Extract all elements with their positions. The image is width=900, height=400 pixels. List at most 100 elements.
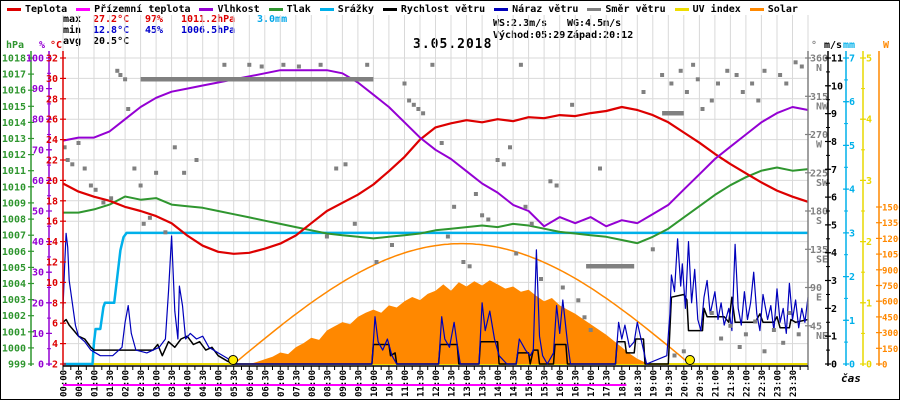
daily-stats: max 27.2°C 97% 1011.2hPa 3.0mm min 12.8°C 45% 1… <box>63 14 287 47</box>
svg-text:09:00: 09:00 <box>339 370 349 397</box>
min-temp: 12.8°C <box>93 25 130 36</box>
svg-text:1005: 1005 <box>2 263 26 274</box>
legend-swatch <box>199 7 214 11</box>
svg-text:26: 26 <box>46 115 58 126</box>
svg-text:16: 16 <box>46 217 58 228</box>
sun-markers <box>228 355 695 365</box>
svg-text:20:30: 20:30 <box>696 370 706 397</box>
svg-text:150: 150 <box>882 345 898 355</box>
svg-text:02:30: 02:30 <box>137 370 147 397</box>
svg-text:12:30: 12:30 <box>448 370 458 397</box>
chart-title: 3.05.2018 <box>413 37 493 52</box>
svg-text:225: 225 <box>810 168 828 179</box>
svg-text:04:30: 04:30 <box>199 370 209 397</box>
svg-text:6: 6 <box>849 97 855 108</box>
svg-text:19:30: 19:30 <box>665 370 675 397</box>
svg-text:22:00: 22:00 <box>742 370 752 397</box>
svg-text:14:30: 14:30 <box>510 370 520 397</box>
svg-text:06:30: 06:30 <box>261 370 271 397</box>
svg-text:10: 10 <box>831 81 843 92</box>
svg-text:16:30: 16:30 <box>572 370 582 397</box>
legend-swatch <box>319 7 334 11</box>
svg-text:11:30: 11:30 <box>417 370 427 397</box>
svg-text:32: 32 <box>46 54 58 65</box>
legend-label: Solar <box>767 3 798 15</box>
svg-text:10:00: 10:00 <box>370 370 380 397</box>
svg-text:23:00: 23:00 <box>774 370 784 397</box>
svg-text:N: N <box>816 63 822 74</box>
svg-text:17:30: 17:30 <box>603 370 613 397</box>
svg-text:19:00: 19:00 <box>649 370 659 397</box>
svg-text:12: 12 <box>46 258 58 269</box>
svg-text:900: 900 <box>882 266 898 276</box>
wind-speed-stat: WS:2.3m/s <box>493 18 548 29</box>
svg-text:08:00: 08:00 <box>308 370 318 397</box>
legend-label: Směr větru <box>605 3 666 15</box>
svg-text:20:00: 20:00 <box>680 370 690 397</box>
svg-text:0: 0 <box>831 360 837 371</box>
pressure-axis: hPa 1018 1017 1016 1015 1014 1013 1012 1011 1010 1… <box>2 40 34 371</box>
max-label: max <box>63 14 82 25</box>
svg-text:30: 30 <box>32 268 44 279</box>
legend-swatch <box>268 7 283 11</box>
svg-text:3: 3 <box>831 276 837 287</box>
svg-text:360: 360 <box>810 54 828 65</box>
svg-text:mm: mm <box>843 40 855 51</box>
svg-text:2: 2 <box>831 304 837 315</box>
svg-text:5: 5 <box>866 54 872 65</box>
min-label: min <box>63 25 82 36</box>
svg-text:SW: SW <box>816 178 829 189</box>
uv-axis: 5 4 3 2 1 0 <box>860 51 872 371</box>
svg-text:3: 3 <box>849 228 855 239</box>
svg-text:02:00: 02:00 <box>122 370 132 397</box>
svg-text:1008: 1008 <box>2 215 26 226</box>
sunrise-stat: Východ:05:29 <box>493 30 566 41</box>
stats-max-row: max 27.2°C 97% 1011.2hPa 3.0mm <box>63 14 287 25</box>
legend-item-7: Směr větru <box>587 3 666 15</box>
svg-text:13:30: 13:30 <box>479 370 489 397</box>
svg-text:1011: 1011 <box>2 166 26 177</box>
series-solar <box>249 280 653 364</box>
svg-text:5: 5 <box>849 141 855 152</box>
svg-text:300: 300 <box>882 329 898 339</box>
wind-stats-row: WS:2.3m/s WG:4.5m/s <box>493 18 633 30</box>
svg-text:1017: 1017 <box>2 70 26 81</box>
legend-label: UV index <box>692 3 741 15</box>
legend-label: Tlak <box>286 3 311 15</box>
series-teplota <box>62 105 809 255</box>
legend-swatch <box>382 7 397 11</box>
svg-text:21:00: 21:00 <box>711 370 721 397</box>
svg-text:1001: 1001 <box>2 327 26 338</box>
svg-text:00:30: 00:30 <box>75 370 85 397</box>
svg-text:1006: 1006 <box>2 247 26 258</box>
svg-text:2: 2 <box>866 237 872 248</box>
svg-text:60: 60 <box>32 176 44 187</box>
svg-text:m/s: m/s <box>824 40 842 51</box>
svg-text:03:00: 03:00 <box>153 370 163 397</box>
svg-text:90: 90 <box>810 283 822 294</box>
svg-text:1050: 1050 <box>882 251 899 261</box>
svg-text:03:30: 03:30 <box>168 370 178 397</box>
svg-text:750: 750 <box>882 282 898 292</box>
svg-text:0: 0 <box>866 360 872 371</box>
svg-text:4: 4 <box>866 115 872 126</box>
svg-text:1016: 1016 <box>2 86 26 97</box>
legend-item-8: UV index <box>674 3 741 15</box>
legend-item-3: Tlak <box>268 3 311 15</box>
svg-text:NW: NW <box>816 101 829 112</box>
svg-text:1015: 1015 <box>2 102 26 113</box>
svg-text:08:30: 08:30 <box>323 370 333 397</box>
svg-text:21:30: 21:30 <box>727 370 737 397</box>
svg-text:0: 0 <box>38 360 44 371</box>
svg-text:1200: 1200 <box>882 235 899 245</box>
svg-text:01:00: 01:00 <box>91 370 101 397</box>
min-humidity: 45% <box>145 25 164 36</box>
svg-text:12:00: 12:00 <box>432 370 442 397</box>
svg-text:4: 4 <box>849 185 855 196</box>
svg-text:S: S <box>816 216 822 227</box>
legend-label: Srážky <box>337 3 374 15</box>
svg-text:17:00: 17:00 <box>587 370 597 397</box>
legend-item-2: Vlhkost <box>199 4 260 15</box>
svg-text:W: W <box>883 40 890 51</box>
